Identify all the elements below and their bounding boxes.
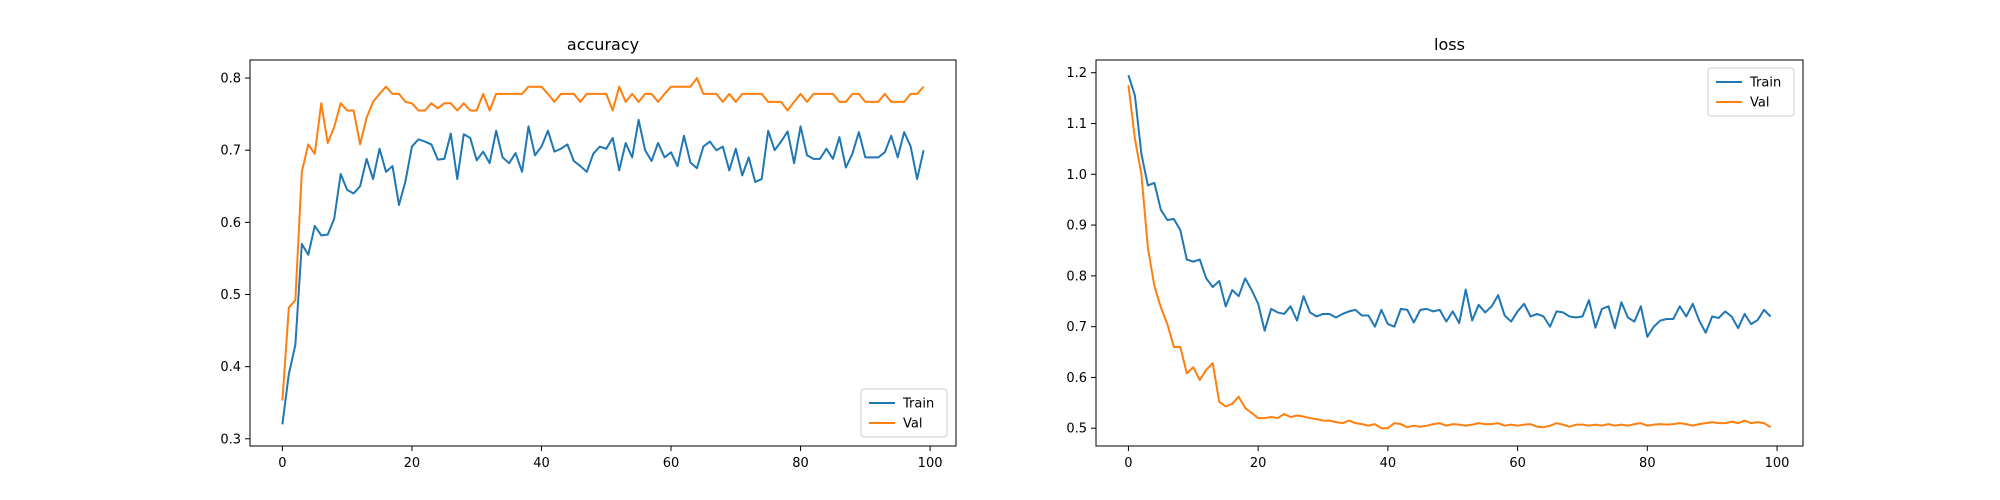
y-tick-label: 0.6 — [220, 216, 241, 231]
y-tick-label: 1.1 — [1066, 117, 1087, 132]
series-line-val — [281, 77, 925, 401]
x-tick-label: 80 — [1639, 456, 1656, 471]
legend-box — [1707, 67, 1795, 117]
x-tick-label: 80 — [792, 456, 809, 471]
legend-label-train: Train — [902, 397, 934, 412]
y-tick-label: 0.8 — [1066, 269, 1087, 284]
x-tick-label: 100 — [1765, 456, 1790, 471]
series-line-val — [1127, 85, 1772, 430]
chart-title: loss — [1434, 35, 1465, 54]
axes-frame — [1095, 59, 1804, 447]
y-tick-label: 0.5 — [1066, 422, 1087, 437]
y-tick-label: 0.7 — [220, 144, 241, 159]
y-tick-label: 0.3 — [220, 432, 241, 447]
legend-label-val: Val — [1750, 96, 1769, 111]
series-line-train — [1127, 74, 1772, 338]
accuracy-chart: accuracy 0 20 40 60 80 100 0.3 0.4 0.5 0.6 0.7 0.8 Tr… — [220, 35, 957, 471]
legend: Train Val — [860, 388, 948, 438]
x-tick-label: 60 — [1509, 456, 1526, 471]
legend: Train Val — [1707, 67, 1795, 117]
legend-label-val: Val — [903, 417, 922, 432]
legend-label-train: Train — [1749, 76, 1781, 91]
y-tick-label: 0.5 — [220, 288, 241, 303]
y-tick-label: 0.8 — [220, 72, 241, 87]
y-tick-label: 1.0 — [1066, 168, 1087, 183]
y-tick-label: 0.6 — [1066, 371, 1087, 386]
x-tick-label: 0 — [1124, 456, 1132, 471]
y-tick-label: 0.9 — [1066, 219, 1087, 234]
x-tick-label: 20 — [1250, 456, 1267, 471]
y-tick-label: 1.2 — [1066, 66, 1087, 81]
axes-frame — [249, 59, 957, 447]
y-tick-label: 0.7 — [1066, 320, 1087, 335]
x-tick-label: 20 — [404, 456, 421, 471]
x-tick-label: 40 — [1380, 456, 1397, 471]
x-tick-label: 0 — [278, 456, 286, 471]
loss-chart: loss 0 20 40 60 80 100 0.5 0.6 0.7 0.8 0.9 1.0 1.1 1.2… — [1066, 35, 1804, 471]
x-tick-label: 40 — [533, 456, 550, 471]
y-tick-label: 0.4 — [220, 360, 241, 375]
chart-title: accuracy — [567, 35, 639, 54]
series-line-train — [281, 118, 925, 425]
x-tick-label: 60 — [663, 456, 680, 471]
x-tick-label: 100 — [918, 456, 943, 471]
legend-box — [860, 388, 948, 438]
